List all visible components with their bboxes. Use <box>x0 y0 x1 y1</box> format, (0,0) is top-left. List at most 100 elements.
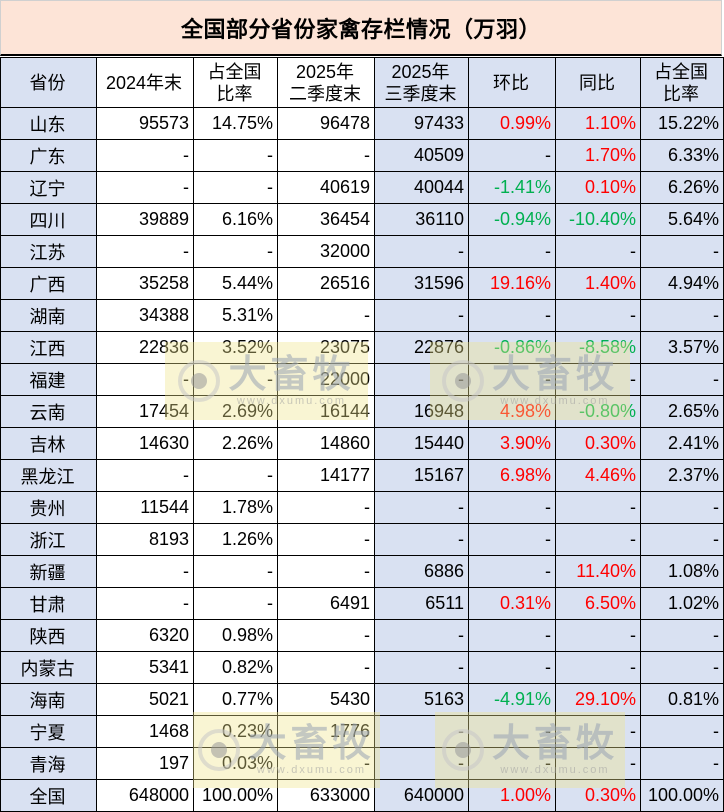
cell-province: 湖南 <box>0 299 97 332</box>
cell-share-2024: - <box>193 555 278 588</box>
cell-share-q3: 1.08% <box>640 555 724 588</box>
cell-2025-q3: - <box>374 651 469 684</box>
cell-province: 甘肃 <box>0 587 97 620</box>
cell-province: 福建 <box>0 363 97 396</box>
cell-2024-end: 1468 <box>96 715 194 748</box>
cell-yoy: - <box>555 363 641 396</box>
cell-share-q3: 5.64% <box>640 203 724 236</box>
cell-share-2024: 0.23% <box>193 715 278 748</box>
cell-qoq: 3.90% <box>468 427 556 460</box>
cell-share-2024: 6.16% <box>193 203 278 236</box>
cell-province: 云南 <box>0 395 97 428</box>
cell-2025-q2: 40619 <box>277 171 375 204</box>
header-label: 二季度末 <box>289 83 361 104</box>
cell-province: 山东 <box>0 107 97 140</box>
cell-yoy: 11.40% <box>555 555 641 588</box>
table-row: 湖南 34388 5.31% - - - - - <box>0 299 724 332</box>
cell-share-q3: 0.81% <box>640 683 724 716</box>
cell-2025-q2: 32000 <box>277 235 375 268</box>
cell-2025-q2: 26516 <box>277 267 375 300</box>
table-row: 全国 648000 100.00% 633000 640000 1.00% 0.30% 100… <box>0 779 724 812</box>
cell-2025-q3: - <box>374 363 469 396</box>
cell-qoq: 0.31% <box>468 587 556 620</box>
cell-2025-q3: 640000 <box>374 779 469 812</box>
cell-2024-end: - <box>96 459 194 492</box>
cell-2025-q2: - <box>277 491 375 524</box>
cell-2025-q2: 14860 <box>277 427 375 460</box>
cell-2025-q3: - <box>374 747 469 780</box>
cell-2025-q3: 36110 <box>374 203 469 236</box>
cell-yoy: - <box>555 747 641 780</box>
cell-qoq: -0.94% <box>468 203 556 236</box>
cell-share-2024: 0.98% <box>193 619 278 652</box>
table-row: 甘肃 - -6491 6511 0.31% 6.50% 1.02% <box>0 587 724 620</box>
cell-yoy: -10.40% <box>555 203 641 236</box>
cell-share-q3: - <box>640 299 724 332</box>
header-label: 省份 <box>29 72 66 93</box>
table-row: 青海 197 0.03% - - - - - <box>0 747 724 780</box>
cell-share-q3: 2.41% <box>640 427 724 460</box>
cell-2025-q2: 23075 <box>277 331 375 364</box>
cell-share-2024: - <box>193 459 278 492</box>
table-row: 陕西 6320 0.98% - - - - - <box>0 619 724 652</box>
cell-share-q3: - <box>640 747 724 780</box>
cell-share-2024: 2.26% <box>193 427 278 460</box>
cell-2025-q2: 16144 <box>277 395 375 428</box>
table-row: 江苏 - -32000- - - - <box>0 235 724 268</box>
cell-province: 广东 <box>0 139 97 172</box>
header-label: 2025年 <box>295 61 355 82</box>
cell-yoy: - <box>555 491 641 524</box>
cell-share-q3: - <box>640 651 724 684</box>
cell-2024-end: 34388 <box>96 299 194 332</box>
cell-share-2024: 0.03% <box>193 747 278 780</box>
header-label: 环比 <box>493 72 529 93</box>
cell-qoq: - <box>468 235 556 268</box>
cell-yoy: 1.40% <box>555 267 641 300</box>
cell-2025-q3: 22876 <box>374 331 469 364</box>
header-label: 同比 <box>579 72 615 93</box>
cell-2024-end: - <box>96 235 194 268</box>
cell-2025-q3: 16948 <box>374 395 469 428</box>
cell-2025-q2: - <box>277 651 375 684</box>
cell-2025-q2: 5430 <box>277 683 375 716</box>
cell-share-2024: - <box>193 171 278 204</box>
cell-yoy: - <box>555 651 641 684</box>
header-yoy: 同比 <box>555 57 641 108</box>
cell-2024-end: 95573 <box>96 107 194 140</box>
cell-2025-q3: 15167 <box>374 459 469 492</box>
table-row: 浙江 8193 1.26% - - - - - <box>0 523 724 556</box>
table-row: 广西 35258 5.44% 26516 31596 19.16% 1.40% 4.94% <box>0 267 724 300</box>
table-row: 贵州 11544 1.78% - - - - - <box>0 491 724 524</box>
cell-qoq: -1.41% <box>468 171 556 204</box>
cell-share-2024: 100.00% <box>193 779 278 812</box>
table-row: 四川 39889 6.16% 36454 36110 -0.94% -10.40% 5.64% <box>0 203 724 236</box>
cell-qoq: 1.00% <box>468 779 556 812</box>
cell-2024-end: 39889 <box>96 203 194 236</box>
cell-2025-q3: 40044 <box>374 171 469 204</box>
cell-2025-q3: 31596 <box>374 267 469 300</box>
cell-qoq: 19.16% <box>468 267 556 300</box>
table-row: 内蒙古 5341 0.82% - - - - - <box>0 651 724 684</box>
cell-yoy: - <box>555 523 641 556</box>
cell-province: 青海 <box>0 747 97 780</box>
cell-2025-q2: - <box>277 139 375 172</box>
cell-province: 海南 <box>0 683 97 716</box>
cell-province: 黑龙江 <box>0 459 97 492</box>
cell-share-q3: 100.00% <box>640 779 724 812</box>
cell-share-q3: - <box>640 363 724 396</box>
cell-2025-q2: - <box>277 555 375 588</box>
cell-share-q3: - <box>640 715 724 748</box>
cell-yoy: 0.30% <box>555 427 641 460</box>
cell-2025-q3: 40509 <box>374 139 469 172</box>
cell-2025-q2: - <box>277 299 375 332</box>
table-title: 全国部分省份家禽存栏情况（万羽） <box>0 0 722 56</box>
cell-province: 辽宁 <box>0 171 97 204</box>
cell-share-q3: 3.57% <box>640 331 724 364</box>
cell-2024-end: 5021 <box>96 683 194 716</box>
cell-yoy: 0.10% <box>555 171 641 204</box>
cell-share-2024: 3.52% <box>193 331 278 364</box>
table-row: 广东 - - -40509-1.70% 6.33% <box>0 139 724 172</box>
cell-yoy: -8.58% <box>555 331 641 364</box>
cell-yoy: - <box>555 715 641 748</box>
cell-2024-end: - <box>96 555 194 588</box>
